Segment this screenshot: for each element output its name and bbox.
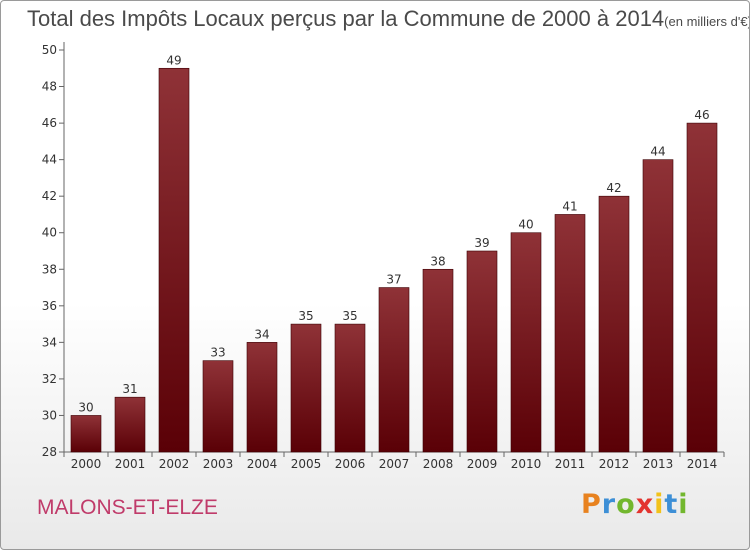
x-tick-label: 2005	[291, 457, 322, 471]
bar-value-label: 33	[210, 346, 225, 360]
bar	[510, 232, 542, 453]
x-tick-label: 2008	[423, 457, 454, 471]
y-tick-label: 40	[42, 226, 57, 240]
commune-name: MALONS-ET-ELZE	[37, 496, 218, 519]
bar	[378, 287, 410, 453]
x-tick-label: 2002	[159, 457, 190, 471]
y-tick-label: 44	[42, 153, 57, 167]
x-tick-label: 2009	[467, 457, 498, 471]
bar	[202, 360, 234, 453]
y-tick-label: 38	[42, 262, 57, 276]
bar-value-label: 38	[430, 254, 445, 268]
y-tick-label: 48	[42, 80, 57, 94]
y-tick-label: 46	[42, 116, 57, 130]
bar-value-label: 34	[254, 327, 269, 341]
chart-subtitle: (en milliers d'€)	[664, 14, 750, 29]
logo-letter: r	[601, 489, 617, 520]
y-axis: 28 30 32 34 36 38 40 42 44 46 48 50	[42, 42, 65, 459]
y-tick-label: 34	[42, 335, 57, 349]
bar-value-label: 41	[562, 199, 577, 213]
bar	[598, 195, 630, 453]
logo-letter: P	[581, 489, 602, 520]
x-tick-label: 2011	[555, 457, 586, 471]
x-tick-label: 2014	[687, 457, 718, 471]
bar	[70, 415, 102, 453]
logo-letter: x	[635, 489, 655, 520]
bar	[246, 342, 278, 453]
y-tick-label: 50	[42, 43, 57, 57]
y-tick-label: 30	[42, 408, 57, 422]
y-tick-label: 28	[42, 445, 57, 459]
x-tick-label: 2001	[115, 457, 146, 471]
bar-value-label: 42	[606, 181, 621, 195]
bar	[114, 396, 146, 453]
x-tick-label: 2012	[599, 457, 630, 471]
bar-value-label: 44	[650, 145, 665, 159]
bar-value-label: 46	[694, 108, 709, 122]
bar	[334, 323, 366, 453]
y-tick-label: 36	[42, 299, 57, 313]
bar	[422, 268, 454, 453]
bars	[70, 67, 718, 453]
bar	[466, 250, 498, 453]
x-tick-label: 2003	[203, 457, 234, 471]
x-tick-label: 2006	[335, 457, 366, 471]
y-tick-label: 32	[42, 372, 57, 386]
bar-value-label: 37	[386, 273, 401, 287]
bar	[290, 323, 322, 453]
bar-value-label: 35	[298, 309, 313, 323]
x-tick-label: 2007	[379, 457, 410, 471]
y-tick-label: 42	[42, 189, 57, 203]
bar	[158, 67, 190, 453]
bar-value-label: 39	[474, 236, 489, 250]
chart-title-text: Total des Impôts Locaux perçus par la Co…	[27, 6, 665, 31]
logo-letter: i	[654, 489, 665, 520]
bar-value-label: 30	[78, 400, 93, 414]
logo-letter: t	[664, 489, 679, 520]
bar	[642, 159, 674, 453]
chart-title: Total des Impôts Locaux perçus par la Co…	[27, 6, 750, 32]
bar-value-label: 49	[166, 53, 181, 67]
data-labels: 30 31 49 33 34 35 35 37 38 39 40 41 42 44 46	[78, 53, 709, 414]
x-tick-label: 2004	[247, 457, 278, 471]
x-tick-label: 2013	[643, 457, 674, 471]
logo-letter: i	[678, 489, 689, 520]
bar	[686, 122, 718, 453]
bar-value-label: 31	[122, 382, 137, 396]
x-tick-label: 2010	[511, 457, 542, 471]
x-axis: 2000 2001 2002 2003 2004 2005 2006 2007 2008 2009…	[63, 451, 725, 471]
x-tick-label: 2000	[71, 457, 102, 471]
bar	[554, 214, 586, 453]
bar-value-label: 35	[342, 309, 357, 323]
logo-letter: o	[616, 489, 636, 520]
proxiti-logo[interactable]: Proxiti	[581, 489, 689, 520]
bar-value-label: 40	[518, 218, 533, 232]
